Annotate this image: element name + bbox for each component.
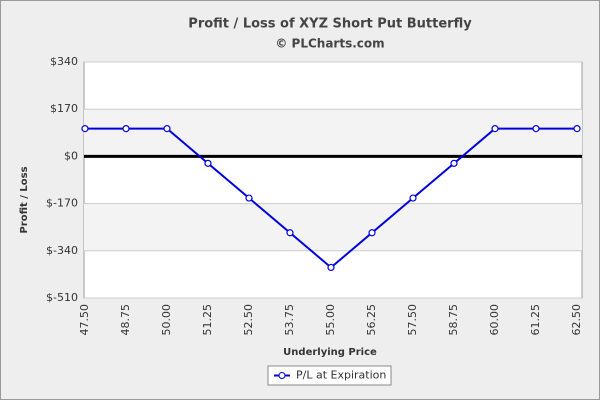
chart-subtitle: © PLCharts.com (275, 37, 384, 51)
y-tick-label: $0 (64, 149, 78, 162)
legend-box (267, 365, 392, 386)
legend-marker (278, 372, 286, 379)
data-point (245, 194, 253, 202)
x-axis-title: Underlying Price (283, 347, 377, 358)
data-point (573, 125, 581, 133)
x-tick-label: 52.50 (242, 304, 255, 336)
data-point (122, 125, 130, 133)
y-tick-label: $-170 (46, 197, 78, 210)
data-point (163, 125, 171, 133)
x-tick-label: 57.50 (406, 304, 419, 336)
data-point (450, 159, 458, 167)
data-point (409, 194, 417, 202)
data-point (491, 125, 499, 133)
x-tick-label: 55.00 (324, 304, 337, 336)
data-point (204, 159, 212, 167)
plot-background (83, 61, 583, 299)
x-tick-label: 62.50 (570, 304, 583, 336)
x-tick-label: 58.75 (447, 304, 460, 336)
data-point (327, 263, 335, 272)
x-tick-label: 56.25 (365, 304, 378, 336)
chart-title: Profit / Loss of XYZ Short Put Butterfly (188, 17, 472, 32)
x-tick-label: 61.25 (529, 304, 542, 336)
x-tick-label: 50.00 (160, 304, 173, 336)
plot-band (84, 203, 582, 251)
x-tick-label: 60.00 (488, 304, 501, 336)
plot-band (84, 109, 582, 157)
x-tick-label: 53.75 (283, 304, 296, 336)
y-tick-label: $340 (50, 55, 78, 68)
legend-label: P/L at Expiration (296, 369, 386, 382)
x-tick-label: 51.25 (201, 304, 214, 336)
x-tick-label: 48.75 (119, 304, 132, 336)
y-tick-label: $170 (50, 102, 78, 115)
y-tick-label: $-510 (46, 291, 78, 304)
data-point (286, 229, 294, 237)
data-point (532, 125, 540, 133)
legend: P/L at Expiration (267, 365, 392, 386)
x-tick-label: 47.50 (78, 304, 91, 336)
data-point (368, 229, 376, 237)
y-axis-title: Profit / Loss (19, 166, 30, 233)
data-point (81, 125, 89, 133)
y-tick-label: $-340 (46, 244, 78, 257)
